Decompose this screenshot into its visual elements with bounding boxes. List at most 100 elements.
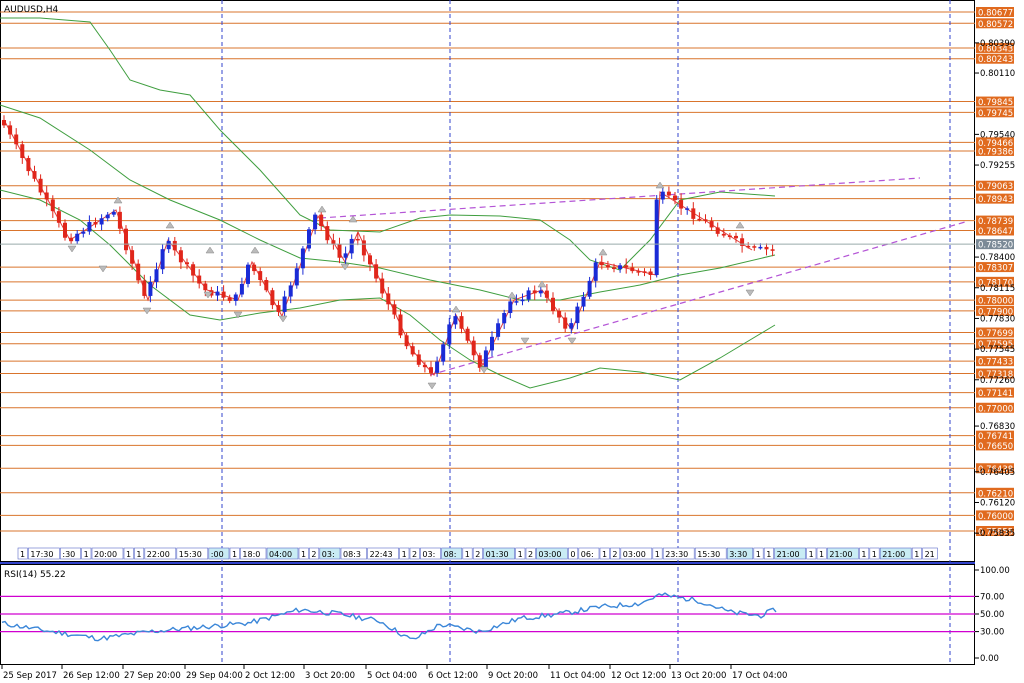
level-label: 0.76210: [978, 489, 1013, 499]
candle-body: [721, 233, 726, 236]
level-label: 0.77433: [978, 358, 1013, 368]
candle-body: [56, 211, 61, 223]
session-label-box: [17, 547, 28, 560]
candle-body: [496, 323, 501, 337]
candle-body: [593, 262, 598, 281]
level-label-box: [976, 387, 1014, 398]
current-price-box: [976, 239, 1014, 250]
fractal-down-icon: [98, 265, 108, 273]
session-label: 1: [136, 550, 141, 559]
candle-body: [282, 296, 287, 312]
candle-body: [246, 264, 250, 284]
candle-body: [111, 211, 116, 215]
candle-body: [532, 290, 537, 294]
time-tick-label: 3 Oct 20:00: [305, 671, 355, 681]
price-tick-label: 0.79255: [980, 161, 1015, 171]
time-tick-label: 27 Sep 20:00: [124, 671, 181, 681]
candle-body: [392, 304, 397, 315]
fractal-up-icon: [655, 181, 665, 189]
candle-body: [331, 240, 336, 245]
candle-body: [191, 264, 196, 276]
candle-body: [404, 335, 409, 347]
fractal-arrows: [67, 181, 755, 390]
candle-body: [758, 246, 763, 249]
level-label-box: [976, 510, 1014, 521]
level-label-box: [976, 526, 1014, 536]
level-label-box: [976, 295, 1014, 306]
candle-body: [117, 211, 122, 229]
level-label-box: [976, 402, 1014, 413]
candle-body: [764, 246, 769, 250]
price-tick-label: 0.79540: [980, 130, 1015, 140]
session-label-box: [176, 547, 209, 560]
time-tick-label: 26 Sep 12:00: [63, 671, 120, 681]
level-label-box: [976, 18, 1014, 29]
candle-body: [666, 191, 671, 196]
candle-body: [319, 214, 324, 227]
candle-body: [130, 250, 135, 264]
candle-body: [69, 237, 74, 242]
session-label: :00: [211, 550, 224, 559]
candle-body: [148, 281, 153, 296]
level-label: 0.79466: [978, 139, 1013, 149]
price-tick-label: 0.76830: [980, 422, 1015, 432]
fractal-down-icon: [67, 245, 77, 253]
session-label: 3:30: [729, 550, 747, 559]
candle-body: [99, 218, 104, 225]
session-label: 22:00: [147, 550, 170, 559]
candle-body: [258, 271, 263, 281]
session-label-box: [806, 547, 817, 560]
candle-body: [520, 299, 525, 302]
candle-body: [294, 268, 299, 286]
level-label: 0.77900: [978, 307, 1013, 317]
candle-body: [746, 245, 751, 248]
zigzag-indicator: [3, 119, 753, 376]
candle-body: [551, 297, 555, 311]
session-label-box: [694, 547, 727, 560]
level-label-box: [976, 487, 1014, 498]
level-label: 0.76650: [978, 442, 1013, 452]
candle-body: [239, 283, 244, 295]
session-label: 1: [861, 550, 866, 559]
candle-body: [93, 222, 98, 225]
time-tick-label: 9 Oct 20:00: [488, 671, 538, 681]
fractal-down-icon: [520, 337, 530, 345]
session-label-box: [319, 547, 341, 560]
candle-body: [75, 233, 80, 242]
candle-body: [770, 249, 775, 251]
level-label: 0.76438: [978, 465, 1013, 475]
candle-body: [233, 294, 238, 301]
candle-body: [227, 297, 232, 301]
session-label: 03:: [322, 550, 335, 559]
session-label-box: [420, 547, 441, 560]
session-labels: 1 17:30:30 1 20:00 1 1 22:00 15:30:00 1 18:0 04:00…: [17, 547, 938, 560]
level-label: 0.78647: [978, 227, 1013, 237]
price-tick-label: 0.77830: [980, 314, 1015, 324]
session-label: 08:: [444, 550, 457, 559]
fractal-down-icon: [567, 337, 577, 345]
level-label-box: [976, 7, 1014, 17]
session-label: 1: [301, 550, 306, 559]
session-label-box: [367, 547, 399, 560]
fractal-down-icon: [203, 291, 213, 299]
candle-body: [300, 248, 305, 269]
candle-body: [734, 235, 738, 239]
session-label-box: [763, 547, 774, 560]
level-label-box: [976, 42, 1014, 53]
session-label: 15:30: [179, 550, 202, 559]
level-label-box: [976, 137, 1014, 148]
candle-body: [575, 306, 580, 324]
session-label: 18:0: [242, 550, 260, 559]
candle-body: [270, 290, 275, 306]
candle-body: [697, 218, 702, 221]
candle-body: [276, 305, 281, 312]
candle-body: [471, 340, 476, 356]
level-label-box: [976, 53, 1014, 64]
rsi-line: [1, 592, 777, 642]
price-tick-label: 0.78400: [980, 253, 1015, 263]
session-label: 21:00: [777, 550, 800, 559]
candle-body: [422, 364, 427, 368]
session-label: 21: [925, 550, 935, 559]
session-label-box: [662, 547, 695, 560]
session-label-box: [869, 547, 880, 560]
